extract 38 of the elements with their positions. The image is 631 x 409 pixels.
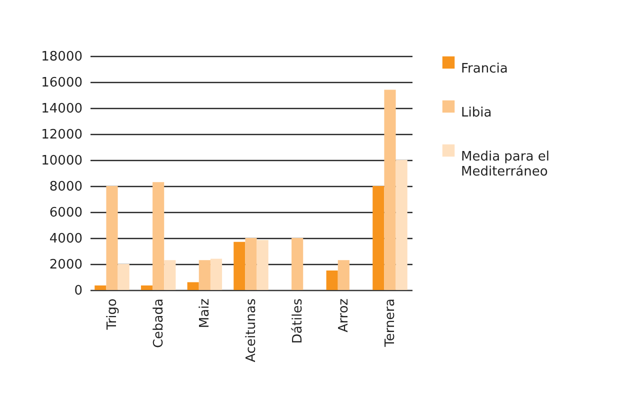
bar <box>372 186 384 290</box>
bar <box>256 240 268 290</box>
bar <box>106 186 118 290</box>
y-tick-label: 18000 <box>41 50 82 64</box>
x-tick-label: Maiz <box>198 298 213 328</box>
legend-label: Francia <box>461 62 508 76</box>
bar <box>326 270 338 290</box>
y-tick-label: 12000 <box>41 128 82 142</box>
x-tick-label: Ternera <box>382 298 398 348</box>
y-tick-label: 6000 <box>49 206 82 220</box>
y-tick-label: 16000 <box>41 76 82 90</box>
bar <box>164 260 176 290</box>
x-tick-label: Aceitunas <box>244 298 259 362</box>
x-tick-label: Cebada <box>151 298 166 348</box>
bar <box>384 90 396 290</box>
bar <box>118 264 130 290</box>
bar <box>140 285 153 290</box>
bar <box>152 182 164 290</box>
bar <box>210 258 222 290</box>
bar <box>396 160 408 290</box>
legend-label: Media para el Mediterráneo <box>461 150 550 180</box>
bar <box>187 282 199 290</box>
bar <box>338 260 350 290</box>
bar <box>245 238 257 290</box>
bar <box>94 285 106 290</box>
y-tick-label: 0 <box>74 284 82 298</box>
y-tick-label: 14000 <box>41 102 82 116</box>
x-tick-label: Arroz <box>336 298 352 332</box>
legend-label: Libia <box>461 106 492 120</box>
bar <box>292 238 304 290</box>
bar <box>198 260 210 290</box>
y-tick-label: 10000 <box>41 154 82 168</box>
x-tick-label: Dátiles <box>290 298 306 344</box>
x-tick-label: Trigo <box>105 298 120 331</box>
y-tick-label: 8000 <box>49 180 82 194</box>
y-tick-label: 4000 <box>49 232 82 246</box>
y-tick-label: 2000 <box>49 258 82 272</box>
bar <box>234 242 246 290</box>
